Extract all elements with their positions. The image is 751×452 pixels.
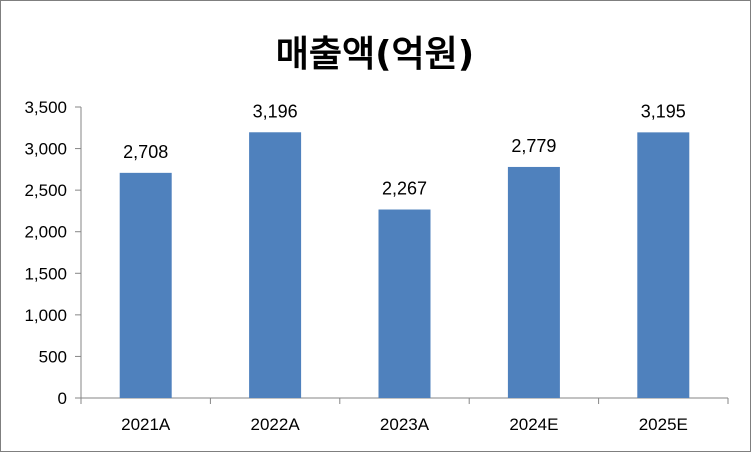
bar-2022A bbox=[249, 132, 302, 398]
bar-2023A bbox=[378, 209, 431, 398]
x-tick-label-2024E: 2024E bbox=[509, 415, 558, 434]
y-tick-label: 2,500 bbox=[24, 181, 67, 200]
x-tick-label-2023A: 2023A bbox=[380, 415, 430, 434]
data-label-2021A: 2,708 bbox=[123, 142, 168, 162]
chart-title: 매출액(억원) bbox=[276, 34, 475, 75]
bar-2024E bbox=[507, 166, 560, 398]
y-tick-label: 500 bbox=[39, 347, 67, 366]
x-tick-label-2022A: 2022A bbox=[251, 415, 301, 434]
y-tick-label: 0 bbox=[58, 389, 67, 408]
bars: 2,708 3,196 2,267 2,779 3,195 bbox=[119, 101, 690, 398]
bar-2025E bbox=[637, 132, 690, 398]
x-tick-label-2025E: 2025E bbox=[639, 415, 688, 434]
y-tick-label: 1,500 bbox=[24, 264, 67, 283]
y-tick-label: 3,500 bbox=[24, 98, 67, 117]
bar-2021A bbox=[119, 172, 172, 398]
data-label-2025E: 3,195 bbox=[641, 101, 686, 121]
y-tick-label: 1,000 bbox=[24, 306, 67, 325]
y-tick-label: 2,000 bbox=[24, 223, 67, 242]
x-tick-label-2021A: 2021A bbox=[121, 415, 171, 434]
y-tick-label: 3,000 bbox=[24, 140, 67, 159]
data-label-2024E: 2,779 bbox=[511, 136, 556, 156]
axes: 0 500 1,000 1,500 2,000 2,500 3,000 3,500 2021A 2… bbox=[24, 98, 729, 434]
data-label-2022A: 3,196 bbox=[253, 101, 298, 121]
data-label-2023A: 2,267 bbox=[382, 179, 427, 199]
